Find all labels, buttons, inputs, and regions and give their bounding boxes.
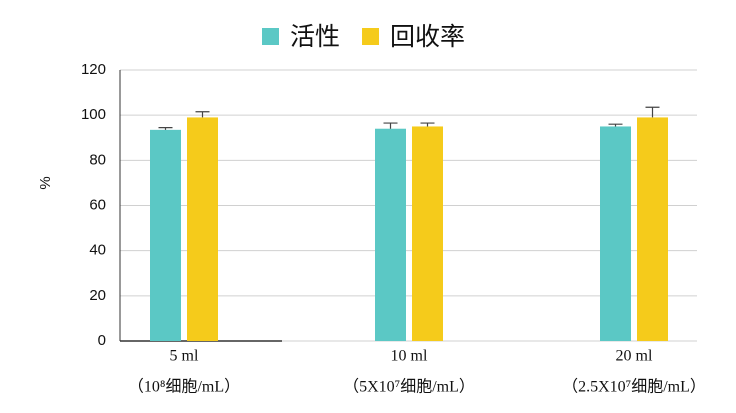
bar: [600, 126, 631, 341]
error-bar: [383, 122, 398, 129]
y-axis-label: %: [37, 176, 54, 189]
error-bar: [195, 111, 210, 118]
x-tick-label: 5 ml: [170, 348, 199, 365]
x-tick-label: （2.5X10⁷细胞/mL）: [562, 378, 706, 396]
y-tick-label: 40: [89, 242, 106, 259]
bar: [412, 126, 443, 341]
bar: [150, 129, 181, 341]
legend-label: 活性: [290, 22, 340, 51]
x-tick-label: 20 ml: [616, 348, 653, 365]
legend-swatch: [362, 28, 380, 45]
legend-label: 回收率: [390, 22, 465, 51]
error-bar: [645, 106, 660, 118]
y-tick-label: 60: [89, 196, 106, 213]
bar: [187, 117, 218, 341]
bar: [375, 128, 406, 341]
error-bar: [158, 126, 173, 130]
x-tick-label: 10 ml: [391, 348, 428, 365]
legend-swatch: [262, 28, 279, 45]
error-bar: [420, 122, 435, 127]
x-tick-label: （5X10⁷细胞/mL）: [343, 378, 475, 396]
y-tick-label: 120: [81, 61, 106, 78]
error-bar: [608, 123, 623, 127]
y-tick-label: 0: [98, 332, 106, 349]
y-tick-label: 100: [81, 106, 106, 123]
x-tick-label: （10⁸细胞/mL）: [128, 378, 240, 396]
bar: [637, 117, 668, 341]
y-tick-label: 20: [89, 287, 106, 304]
y-tick-label: 80: [89, 151, 106, 168]
